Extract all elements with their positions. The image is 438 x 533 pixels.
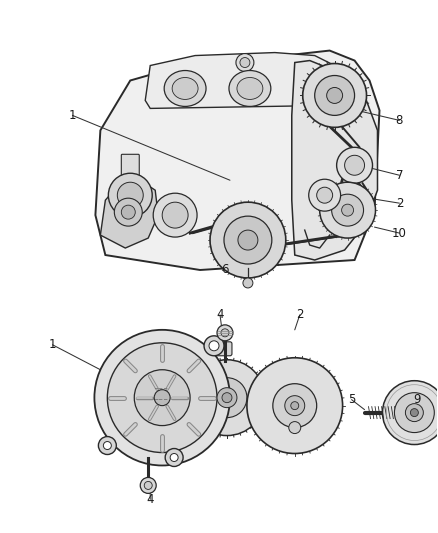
Circle shape bbox=[153, 193, 197, 237]
Circle shape bbox=[108, 173, 152, 217]
Circle shape bbox=[99, 437, 117, 455]
Circle shape bbox=[162, 202, 188, 228]
Circle shape bbox=[395, 393, 434, 433]
Circle shape bbox=[317, 187, 332, 203]
Circle shape bbox=[236, 53, 254, 71]
Text: ─ ─ ─: ─ ─ ─ bbox=[154, 398, 167, 403]
Polygon shape bbox=[95, 51, 379, 270]
Text: 4: 4 bbox=[216, 309, 224, 321]
Circle shape bbox=[103, 441, 111, 449]
Circle shape bbox=[382, 381, 438, 445]
Circle shape bbox=[121, 205, 135, 219]
Circle shape bbox=[217, 387, 237, 408]
Circle shape bbox=[222, 393, 232, 402]
Circle shape bbox=[247, 358, 343, 454]
Circle shape bbox=[140, 478, 156, 494]
Circle shape bbox=[165, 449, 183, 466]
Circle shape bbox=[114, 198, 142, 226]
Text: 8: 8 bbox=[396, 114, 403, 127]
Circle shape bbox=[243, 278, 253, 288]
Circle shape bbox=[285, 395, 305, 416]
Circle shape bbox=[154, 390, 170, 406]
Text: 10: 10 bbox=[392, 227, 407, 240]
Circle shape bbox=[240, 58, 250, 68]
Text: 1: 1 bbox=[49, 338, 56, 351]
Circle shape bbox=[238, 230, 258, 250]
Circle shape bbox=[189, 360, 265, 435]
Circle shape bbox=[204, 336, 224, 356]
Circle shape bbox=[345, 155, 364, 175]
Polygon shape bbox=[403, 405, 417, 421]
Circle shape bbox=[95, 330, 230, 465]
Circle shape bbox=[144, 481, 152, 489]
Circle shape bbox=[217, 325, 233, 341]
Circle shape bbox=[410, 409, 418, 417]
Circle shape bbox=[320, 182, 375, 238]
Ellipse shape bbox=[237, 77, 263, 100]
Circle shape bbox=[289, 422, 301, 433]
Text: 7: 7 bbox=[396, 169, 403, 182]
Circle shape bbox=[406, 403, 424, 422]
Polygon shape bbox=[292, 61, 378, 260]
Circle shape bbox=[291, 402, 299, 410]
Text: 2: 2 bbox=[396, 197, 403, 209]
Ellipse shape bbox=[229, 70, 271, 107]
Text: ─ ─ ─: ─ ─ ─ bbox=[154, 387, 167, 392]
Polygon shape bbox=[145, 53, 339, 108]
Polygon shape bbox=[100, 180, 158, 248]
Circle shape bbox=[309, 179, 341, 211]
Circle shape bbox=[337, 147, 372, 183]
Circle shape bbox=[207, 378, 247, 417]
Circle shape bbox=[221, 329, 229, 337]
Circle shape bbox=[170, 454, 178, 462]
Text: 1: 1 bbox=[69, 109, 76, 122]
Ellipse shape bbox=[164, 70, 206, 107]
Text: 9: 9 bbox=[413, 393, 421, 406]
Circle shape bbox=[342, 204, 353, 216]
Circle shape bbox=[117, 182, 143, 208]
Text: 2: 2 bbox=[296, 309, 304, 321]
Circle shape bbox=[107, 343, 217, 453]
Text: 6: 6 bbox=[221, 263, 229, 277]
Text: 5: 5 bbox=[348, 393, 355, 406]
Circle shape bbox=[134, 370, 190, 425]
Text: 4: 4 bbox=[146, 493, 154, 506]
Circle shape bbox=[209, 341, 219, 351]
FancyBboxPatch shape bbox=[121, 154, 139, 181]
Circle shape bbox=[314, 76, 355, 116]
Circle shape bbox=[332, 194, 364, 226]
Circle shape bbox=[303, 63, 367, 127]
Circle shape bbox=[210, 202, 286, 278]
Circle shape bbox=[327, 87, 343, 103]
FancyBboxPatch shape bbox=[206, 342, 232, 356]
Circle shape bbox=[224, 216, 272, 264]
Circle shape bbox=[273, 384, 317, 427]
Ellipse shape bbox=[172, 77, 198, 100]
